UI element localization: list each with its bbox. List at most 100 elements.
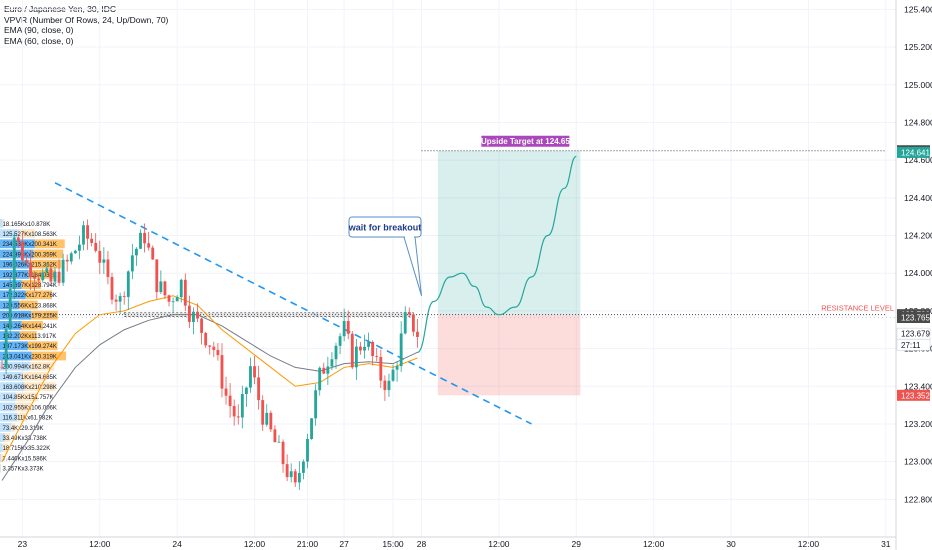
candle-body <box>359 346 362 351</box>
vp-bar-up <box>0 290 26 300</box>
candle-body <box>253 366 256 378</box>
time-tick-label: 27 <box>339 539 349 549</box>
candle-body <box>45 268 49 273</box>
candle-body <box>135 248 138 256</box>
vp-bar-down <box>29 259 62 269</box>
profit-zone[interactable] <box>437 150 581 315</box>
candle-body <box>244 387 248 395</box>
candle-body <box>171 301 175 303</box>
vp-label: 234.539Kx200.341K <box>3 242 57 248</box>
indicator-ema-60[interactable]: EMA (60, close, 0) <box>4 35 74 46</box>
stop-zone[interactable] <box>437 314 581 396</box>
candle-body <box>269 412 273 430</box>
vp-bar-down <box>22 372 47 381</box>
vp-label: 73.4Kx29.319K <box>3 426 44 432</box>
vp-bar-down <box>2 219 5 228</box>
candle-body <box>41 272 45 281</box>
candle-body <box>73 250 77 254</box>
price-axis[interactable]: 125.400 125.200 125.000 124.800 124.600 124.4… <box>895 0 932 550</box>
time-tick-label: 12:00 <box>488 539 510 549</box>
candle-body <box>411 314 415 332</box>
vp-bar-down <box>15 402 32 412</box>
candle-body <box>4 329 8 368</box>
candle-body <box>37 278 41 281</box>
vp-bar-up <box>0 219 3 228</box>
vp-bar-down <box>31 310 58 320</box>
candle-body <box>130 255 134 272</box>
price-label-box <box>896 339 931 351</box>
candle-body <box>367 342 371 347</box>
vp-label: 3.357Kx3.373K <box>3 467 44 473</box>
price-label: 27:11 <box>901 341 921 350</box>
vp-label: 149.671Kx164.685K <box>3 375 57 381</box>
candle-body <box>86 225 89 239</box>
vp-bar-down <box>25 290 53 300</box>
candle-body <box>65 259 69 262</box>
price-tick-label: 123.000 <box>904 457 932 467</box>
candles <box>0 219 419 490</box>
candle-body <box>318 367 322 391</box>
target-badge[interactable] <box>481 135 570 147</box>
candle-body <box>228 395 232 407</box>
resistance-zone-box[interactable] <box>123 312 414 317</box>
candle-body <box>249 366 252 388</box>
candle-body <box>187 305 191 323</box>
candle-body <box>77 244 81 251</box>
annotations[interactable]: wait for breakout Upside Target at 124.65… <box>348 135 894 313</box>
vp-bar-down <box>10 423 16 432</box>
candle-body <box>293 471 297 483</box>
vp-bar-up <box>0 443 3 453</box>
candle-body <box>306 439 309 462</box>
indicator-vpvr[interactable]: VPVR (Number Of Rows, 24, Up/Down, 70) <box>4 14 169 25</box>
candle-body <box>257 377 261 401</box>
candle-body <box>301 461 305 473</box>
time-tick-label: 24 <box>172 539 182 549</box>
grid <box>0 0 896 538</box>
long-position-tool[interactable] <box>437 150 581 396</box>
vp-bar-up <box>0 382 25 391</box>
resistance-level-label: RESISTANCE LEVEL <box>821 304 894 313</box>
ema-lines <box>1 295 418 481</box>
callout-text: wait for breakout <box>348 223 422 233</box>
indicator-ema-90[interactable]: EMA (90, close, 0) <box>4 25 74 35</box>
vp-bar-down <box>19 300 38 310</box>
vp-bar-down <box>21 321 43 330</box>
time-tick-label: 12:00 <box>244 539 266 549</box>
candle-body <box>363 346 366 351</box>
projection-path[interactable] <box>417 155 577 353</box>
candle-body <box>49 268 53 282</box>
candle-body <box>236 416 240 418</box>
vp-bar-down <box>4 433 11 442</box>
vp-bar-down <box>34 239 65 249</box>
price-tick-label: 123.200 <box>904 419 932 429</box>
ema-60-line <box>1 295 418 462</box>
vp-label: 224.393Kx200.359K <box>3 252 57 258</box>
candle-body <box>342 320 346 337</box>
vp-bar-up <box>0 372 23 381</box>
candle-body <box>200 318 204 333</box>
descending-trendline[interactable] <box>54 182 532 425</box>
candle-body <box>204 332 208 346</box>
callout-box[interactable] <box>348 216 422 238</box>
price-label: 123.679 <box>901 330 930 339</box>
candle-body <box>265 412 269 425</box>
candle-body <box>155 259 159 293</box>
vp-label: 172.322Kx177.276K <box>3 293 57 299</box>
candle-body <box>175 297 179 302</box>
vp-label: 104.85Kx151.757K <box>3 395 54 401</box>
candle-body <box>29 262 32 278</box>
candle-body <box>216 349 220 356</box>
candle-body <box>289 471 293 478</box>
vp-bar-up <box>0 402 16 412</box>
candle-body <box>12 237 16 290</box>
drawing-lines[interactable] <box>2 150 896 425</box>
vp-bar-up <box>0 433 5 442</box>
candle-body <box>240 394 244 418</box>
time-tick-label: 15:00 <box>382 539 404 549</box>
price-tick-label: 124.400 <box>904 193 932 203</box>
candle-body <box>183 279 187 306</box>
time-axis[interactable]: 23 12:00 24 12:00 21:00 27 15:00 28 12:00 29 12:00… <box>0 536 896 549</box>
price-label-box <box>897 146 930 158</box>
candle-body <box>159 281 163 293</box>
